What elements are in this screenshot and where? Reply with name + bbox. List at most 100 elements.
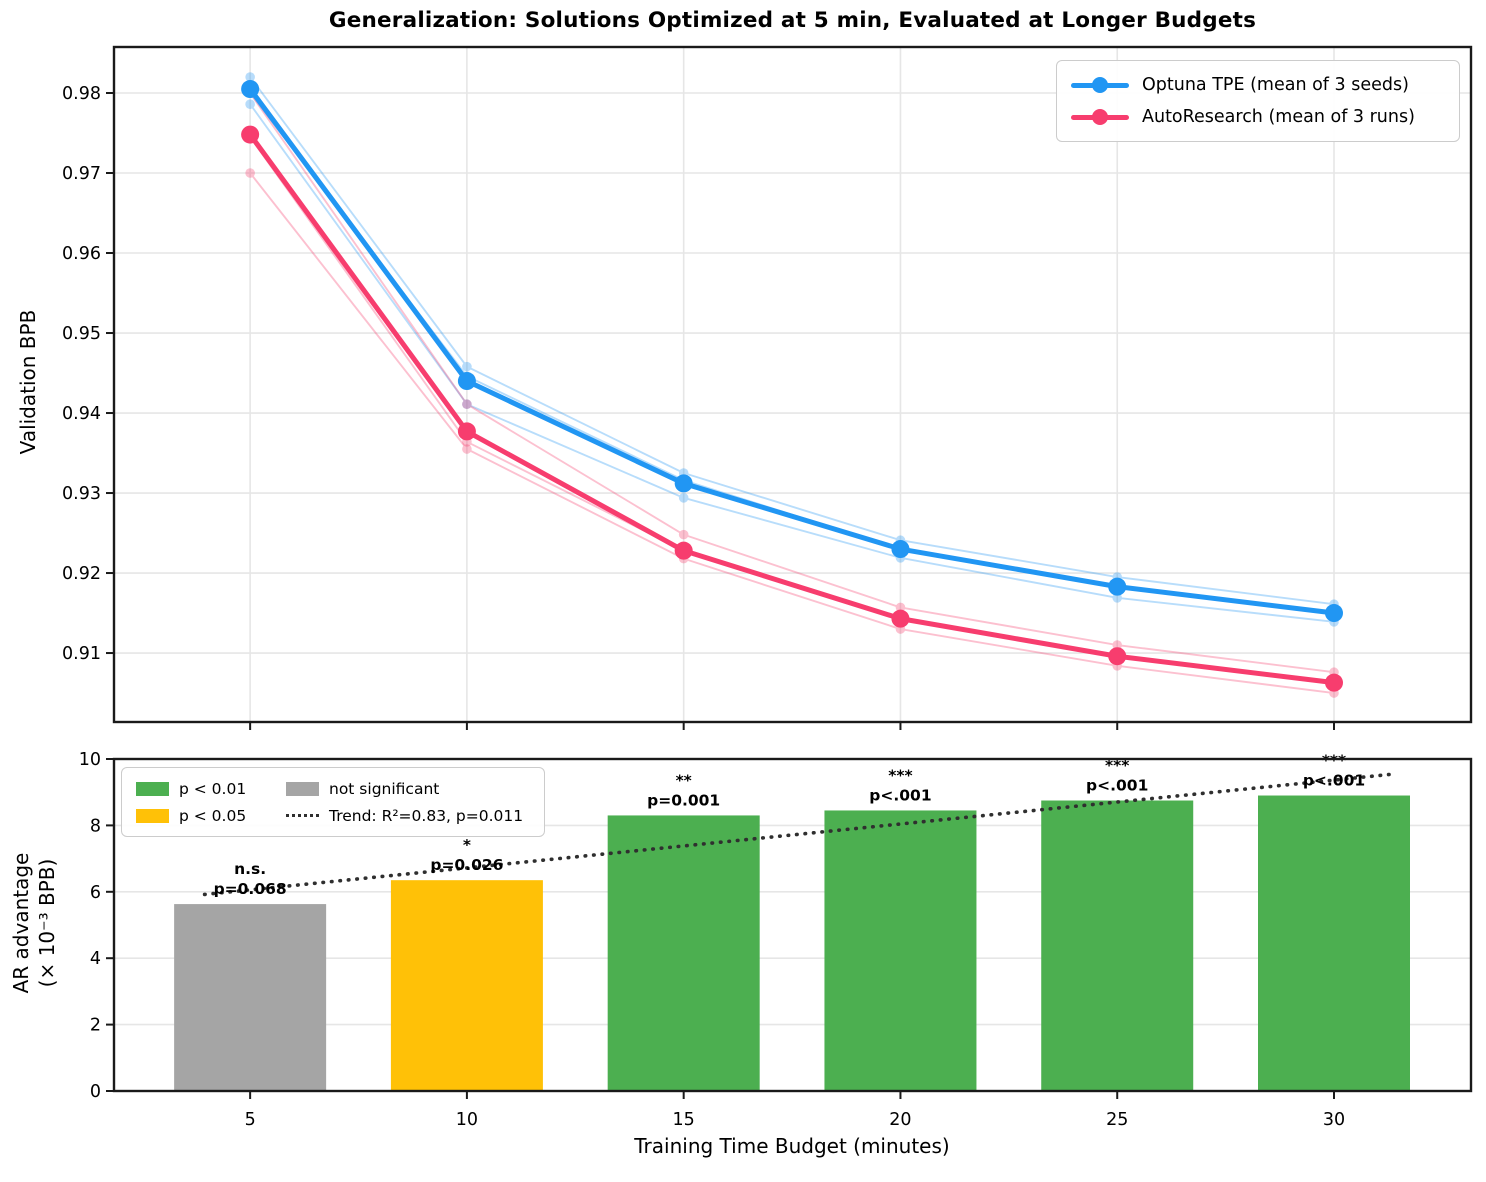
gray-swatch-icon — [286, 781, 319, 796]
data-point-marker — [457, 372, 476, 391]
series-line — [247, 132, 1337, 686]
p-value-label: p=0.068 — [214, 880, 287, 898]
data-point-marker — [891, 540, 910, 559]
significance-marker: *** — [1105, 757, 1129, 775]
series-line — [249, 136, 1335, 685]
data-point-marker — [678, 529, 689, 540]
significance-marker: ** — [676, 771, 692, 789]
bottom-y-tick-label: 0 — [90, 1082, 101, 1102]
bottom-x-tick-label: 5 — [245, 1110, 256, 1130]
top-y-tick-label: 0.93 — [62, 484, 101, 504]
data-point-marker — [241, 80, 260, 99]
optuna-marker-icon — [1092, 77, 1108, 93]
legend-entry-trend: Trend: R²=0.83, p=0.011 — [286, 802, 544, 829]
top-y-tick-label: 0.97 — [62, 164, 101, 184]
series-line — [247, 86, 1337, 616]
bottom-x-tick-label: 15 — [673, 1110, 695, 1130]
data-point-marker — [462, 361, 472, 372]
legend-entry-p01-label: p < 0.01 — [179, 779, 247, 798]
dotted-trend-line-icon — [286, 814, 319, 817]
individual-series-autoresearch — [245, 168, 1339, 698]
data-point-marker — [674, 541, 693, 560]
legend-entry-autoresearch-label: AutoResearch (mean of 3 runs) — [1142, 107, 1415, 127]
legend-entry-p05: p < 0.05 — [136, 802, 286, 829]
data-point-marker — [462, 399, 472, 410]
autoresearch-line-sample — [1071, 109, 1129, 125]
data-point-marker — [241, 125, 260, 144]
data-point-marker — [895, 602, 906, 613]
p-value-label: p=0.026 — [430, 856, 503, 874]
bottom-x-tick-label: 10 — [456, 1110, 478, 1130]
data-point-marker — [891, 609, 910, 628]
top-chart: 0.91 0.92 0.93 0.94 0.95 0.96 0.97 0.98 — [62, 45, 1473, 730]
bottom-y-axis-label-line1: AR advantage — [9, 852, 33, 994]
bottom-y-tick-label: 4 — [90, 949, 101, 969]
significance-marker: *** — [1322, 752, 1346, 770]
green-swatch-icon — [136, 781, 169, 796]
optuna-line-sample — [1071, 77, 1129, 93]
p-value-label: p<.001 — [1086, 777, 1148, 795]
x-axis-label: Training Time Budget (minutes) — [634, 1134, 950, 1158]
amber-swatch-icon — [136, 808, 169, 823]
bar-30min — [1257, 795, 1410, 1091]
legend-entry-p01: p < 0.01 — [136, 775, 286, 802]
p-value-label: p<.001 — [1303, 772, 1365, 790]
top-y-tick-label: 0.96 — [62, 244, 101, 264]
individual-series-autoresearch — [245, 88, 1339, 678]
data-point-marker — [1112, 593, 1123, 603]
data-point-marker — [1324, 604, 1343, 623]
bar-15min — [607, 815, 760, 1091]
p-value-label: p<.001 — [869, 786, 931, 804]
top-y-tick-label: 0.94 — [62, 404, 101, 424]
significance-marker: *** — [888, 766, 912, 784]
bottom-y-tick-label: 2 — [90, 1016, 101, 1036]
data-point-marker — [1108, 577, 1127, 596]
significance-marker: * — [463, 836, 471, 854]
top-y-tick-label: 0.91 — [62, 644, 101, 664]
legend-entry-trend-label: Trend: R²=0.83, p=0.011 — [329, 806, 524, 825]
top-legend: Optuna TPE (mean of 3 seeds) AutoResearc… — [1056, 60, 1460, 142]
data-point-marker — [245, 99, 255, 110]
individual-series-optuna — [245, 99, 1339, 627]
bottom-x-tick-label: 30 — [1323, 1110, 1345, 1130]
mean-series-optuna — [241, 80, 1343, 623]
legend-entry-autoresearch: AutoResearch (mean of 3 runs) — [1071, 101, 1459, 133]
autoresearch-marker-icon — [1092, 109, 1108, 125]
legend-entry-p05-label: p < 0.05 — [179, 806, 247, 825]
bar-10min — [390, 880, 543, 1091]
bottom-y-tick-label: 10 — [79, 750, 101, 770]
data-point-marker — [1108, 647, 1127, 666]
bottom-legend: p < 0.01 not significant p < 0.05 Trend:… — [121, 767, 545, 837]
bottom-y-axis-label: AR advantage (× 10⁻³ BPB) — [8, 773, 60, 1073]
top-y-tick-label: 0.98 — [62, 84, 101, 104]
data-point-marker — [462, 444, 472, 454]
series-line — [249, 92, 1335, 674]
bottom-y-tick-label: 8 — [90, 816, 101, 836]
data-point-marker — [245, 168, 255, 178]
bottom-x-tick-label: 25 — [1106, 1110, 1128, 1130]
data-point-marker — [462, 399, 472, 410]
mean-series-autoresearch — [241, 125, 1343, 692]
data-point-marker — [245, 72, 255, 82]
bottom-y-tick-label: 6 — [90, 883, 101, 903]
data-point-marker — [1112, 640, 1123, 650]
top-y-tick-label: 0.92 — [62, 564, 101, 584]
bottom-plot-border — [112, 757, 1473, 1093]
top-plot-border — [112, 45, 1473, 724]
data-point-marker — [1324, 673, 1343, 692]
top-y-axis-label: Validation BPB — [16, 309, 40, 455]
data-point-marker — [678, 493, 689, 503]
legend-entry-optuna: Optuna TPE (mean of 3 seeds) — [1071, 69, 1459, 101]
bottom-y-axis-label-line2: (× 10⁻³ BPB) — [35, 858, 59, 988]
legend-entry-notsig: not significant — [286, 775, 544, 802]
bar-5min — [174, 904, 327, 1091]
bottom-chart: n.s. p=0.068 * p=0.026 ** p=0.001 *** p<.001 ***… — [79, 750, 1473, 1130]
bar-25min — [1041, 800, 1194, 1091]
bottom-x-tick-label: 20 — [889, 1110, 911, 1130]
data-point-marker — [674, 474, 693, 493]
data-point-marker — [457, 422, 476, 441]
top-y-tick-label: 0.95 — [62, 324, 101, 344]
series-line — [249, 172, 1335, 694]
